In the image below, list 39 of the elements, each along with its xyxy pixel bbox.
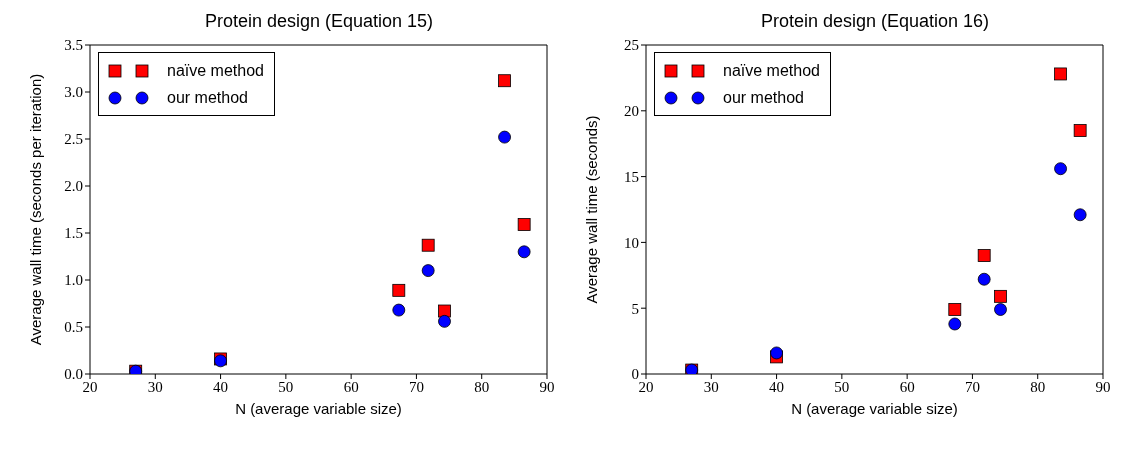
legend-label: naïve method	[723, 61, 820, 80]
y-tick-label: 0.5	[64, 319, 83, 336]
y-tick-label: 10	[624, 234, 639, 251]
y-tick-label: 3.0	[64, 84, 83, 101]
x-axis-title: N (average variable size)	[235, 400, 402, 417]
x-tick-label: 40	[769, 378, 785, 395]
y-tick-label: 20	[624, 103, 639, 120]
y-axis-title: Average wall time (seconds per iteration)	[27, 73, 45, 346]
x-tick-label: 90	[539, 378, 555, 395]
y-tick-label: 5	[631, 300, 639, 317]
y-tick-label: 1.5	[64, 225, 83, 242]
legend-label: our method	[723, 88, 804, 107]
x-tick-label: 60	[343, 378, 359, 395]
y-axis-title: Average wall time (seconds)	[583, 115, 601, 304]
x-tick-label: 90	[1095, 378, 1111, 395]
x-tick-label: 70	[408, 378, 424, 395]
legend-label: naïve method	[167, 61, 264, 80]
x-tick-label: 80	[1030, 378, 1046, 395]
y-tick-label: 0.0	[64, 366, 83, 383]
y-tick-label: 0	[631, 366, 639, 383]
x-tick-label: 80	[474, 378, 490, 395]
x-tick-label: 70	[964, 378, 980, 395]
x-tick-label: 60	[899, 378, 915, 395]
x-tick-label: 40	[213, 378, 229, 395]
y-tick-label: 1.0	[64, 272, 83, 289]
chart-title: Protein design (Equation 16)	[759, 10, 991, 33]
x-tick-label: 50	[278, 378, 294, 395]
x-tick-label: 50	[834, 378, 850, 395]
y-tick-label: 2.0	[64, 178, 83, 195]
y-tick-label: 25	[624, 37, 639, 54]
y-tick-label: 3.5	[64, 37, 83, 54]
chart-title: Protein design (Equation 15)	[203, 10, 435, 33]
y-tick-label: 2.5	[64, 131, 83, 148]
x-tick-label: 30	[703, 378, 719, 395]
x-tick-label: 30	[147, 378, 163, 395]
y-tick-label: 15	[624, 168, 639, 185]
x-tick-label: 20	[82, 378, 98, 395]
legend-label: our method	[167, 88, 248, 107]
x-axis-title: N (average variable size)	[791, 400, 958, 417]
